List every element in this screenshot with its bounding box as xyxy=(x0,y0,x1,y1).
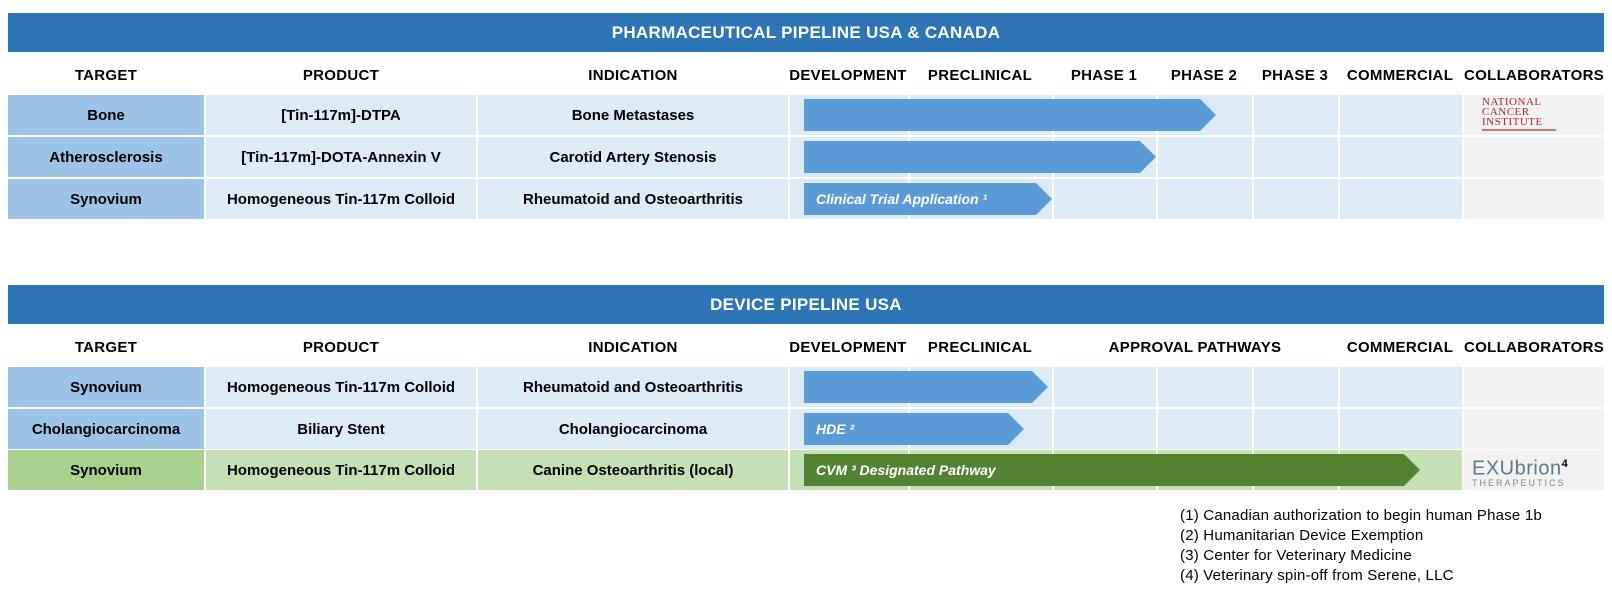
device-row3-indication: Canine Osteoarthritis (local) xyxy=(478,450,788,490)
stage-cell xyxy=(1340,367,1462,407)
device-row2-indication: Cholangiocarcinoma xyxy=(478,409,788,449)
pharma-row3-product: Homogeneous Tin-117m Colloid xyxy=(206,179,476,219)
device-header-preclinical: PRECLINICAL xyxy=(927,338,1033,356)
stage-cell xyxy=(1158,137,1252,177)
device-row1-product: Homogeneous Tin-117m Colloid xyxy=(206,367,476,407)
pharma-pipeline-title: PHARMACEUTICAL PIPELINE USA & CANADA xyxy=(8,13,1604,52)
device-row3-target: Synovium xyxy=(8,450,204,490)
stage-cell xyxy=(1340,409,1462,449)
device-header-collaborators: COLLABORATORS xyxy=(1464,338,1605,356)
stage-cell xyxy=(1254,409,1338,449)
pharma-row2-collaborator xyxy=(1464,137,1604,177)
stage-cell xyxy=(1254,367,1338,407)
device-row1-progress-arrow xyxy=(804,371,1048,403)
stage-cell xyxy=(1340,179,1462,219)
stage-cell xyxy=(1054,367,1156,407)
pharma-row3-indication: Rheumatoid and Osteoarthritis xyxy=(478,179,788,219)
pharma-row3-target: Synovium xyxy=(8,179,204,219)
device-row2-collaborator xyxy=(1464,409,1604,449)
pharma-row1-product: [Tin-117m]-DTPA xyxy=(206,95,476,135)
device-row2-product: Biliary Stent xyxy=(206,409,476,449)
stage-cell xyxy=(1158,367,1252,407)
pharma-row3-collaborator xyxy=(1464,179,1604,219)
stage-cell xyxy=(1158,409,1252,449)
exubrion-therapeutics-logo: EXUbrion4 THERAPEUTICS xyxy=(1472,455,1568,488)
pharma-header-development: DEVELOPMENT xyxy=(789,66,907,84)
pharma-header-preclinical: PRECLINICAL xyxy=(927,66,1033,84)
pharma-header-phase3: PHASE 3 xyxy=(1261,66,1329,84)
device-pipeline-title: DEVICE PIPELINE USA xyxy=(8,285,1604,324)
pharma-row1-collaborator xyxy=(1464,95,1604,135)
pharma-header-target: TARGET xyxy=(74,66,138,84)
stage-cell xyxy=(1158,179,1252,219)
pharma-header-phase2: PHASE 2 xyxy=(1170,66,1238,84)
stage-cell xyxy=(1254,95,1338,135)
pharma-header-product: PRODUCT xyxy=(302,66,380,84)
device-row1-collaborator xyxy=(1464,367,1604,407)
exubrion-logo-subtitle: THERAPEUTICS xyxy=(1472,477,1566,488)
stage-cell xyxy=(1340,95,1462,135)
device-header-indication: INDICATION xyxy=(588,338,678,356)
stage-cell xyxy=(1254,179,1338,219)
device-header-commercial: COMMERCIAL xyxy=(1346,338,1454,356)
pharma-row1-indication: Bone Metastases xyxy=(478,95,788,135)
device-row1-target: Synovium xyxy=(8,367,204,407)
pharma-header-phase1: PHASE 1 xyxy=(1070,66,1138,84)
footnote-2: (2) Humanitarian Device Exemption xyxy=(1180,527,1424,544)
exubrion-logo-wordmark: EXUbrion4 xyxy=(1472,457,1569,480)
device-header-product: PRODUCT xyxy=(302,338,380,356)
pharma-header-collaborators: COLLABORATORS xyxy=(1464,66,1605,84)
device-row2-progress-arrow: HDE ² xyxy=(804,413,1024,445)
stage-cell xyxy=(1054,179,1156,219)
pharma-row1-target: Bone xyxy=(8,95,204,135)
stage-cell xyxy=(1054,409,1156,449)
footnote-4: (4) Veterinary spin-off from Serene, LLC xyxy=(1180,567,1454,584)
device-row1-indication: Rheumatoid and Osteoarthritis xyxy=(478,367,788,407)
footnotes: (1) Canadian authorization to begin huma… xyxy=(1180,506,1542,586)
footnote-1: (1) Canadian authorization to begin huma… xyxy=(1180,507,1542,524)
device-row3-progress-arrow: CVM ³ Designated Pathway xyxy=(804,454,1420,486)
device-row3-collaborator xyxy=(1464,450,1604,490)
pharma-row3-progress-arrow: Clinical Trial Application ¹ xyxy=(804,183,1052,215)
device-row2-target: Cholangiocarcinoma xyxy=(8,409,204,449)
device-row3-product: Homogeneous Tin-117m Colloid xyxy=(206,450,476,490)
pharma-row2-product: [Tin-117m]-DOTA-Annexin V xyxy=(206,137,476,177)
stage-cell xyxy=(1254,137,1338,177)
nci-logo-line3: Institute xyxy=(1482,116,1543,128)
stage-cell xyxy=(1340,137,1462,177)
device-header-approval-pathways: APPROVAL PATHWAYS xyxy=(1108,338,1282,356)
pharma-row1-progress-arrow xyxy=(804,99,1216,131)
pharma-header-indication: INDICATION xyxy=(588,66,678,84)
nci-logo-line2: Cancer xyxy=(1482,106,1530,118)
pharma-row2-indication: Carotid Artery Stenosis xyxy=(478,137,788,177)
pharma-row2-target: Atherosclerosis xyxy=(8,137,204,177)
pharma-row2-progress-arrow xyxy=(804,141,1156,173)
footnote-3: (3) Center for Veterinary Medicine xyxy=(1180,547,1412,564)
nci-logo-line1: National xyxy=(1482,96,1542,108)
device-header-target: TARGET xyxy=(74,338,138,356)
pharma-header-commercial: COMMERCIAL xyxy=(1346,66,1454,84)
national-cancer-institute-logo: National Cancer Institute xyxy=(1482,97,1556,131)
device-header-development: DEVELOPMENT xyxy=(789,338,907,356)
nci-logo-underline xyxy=(1482,129,1556,131)
